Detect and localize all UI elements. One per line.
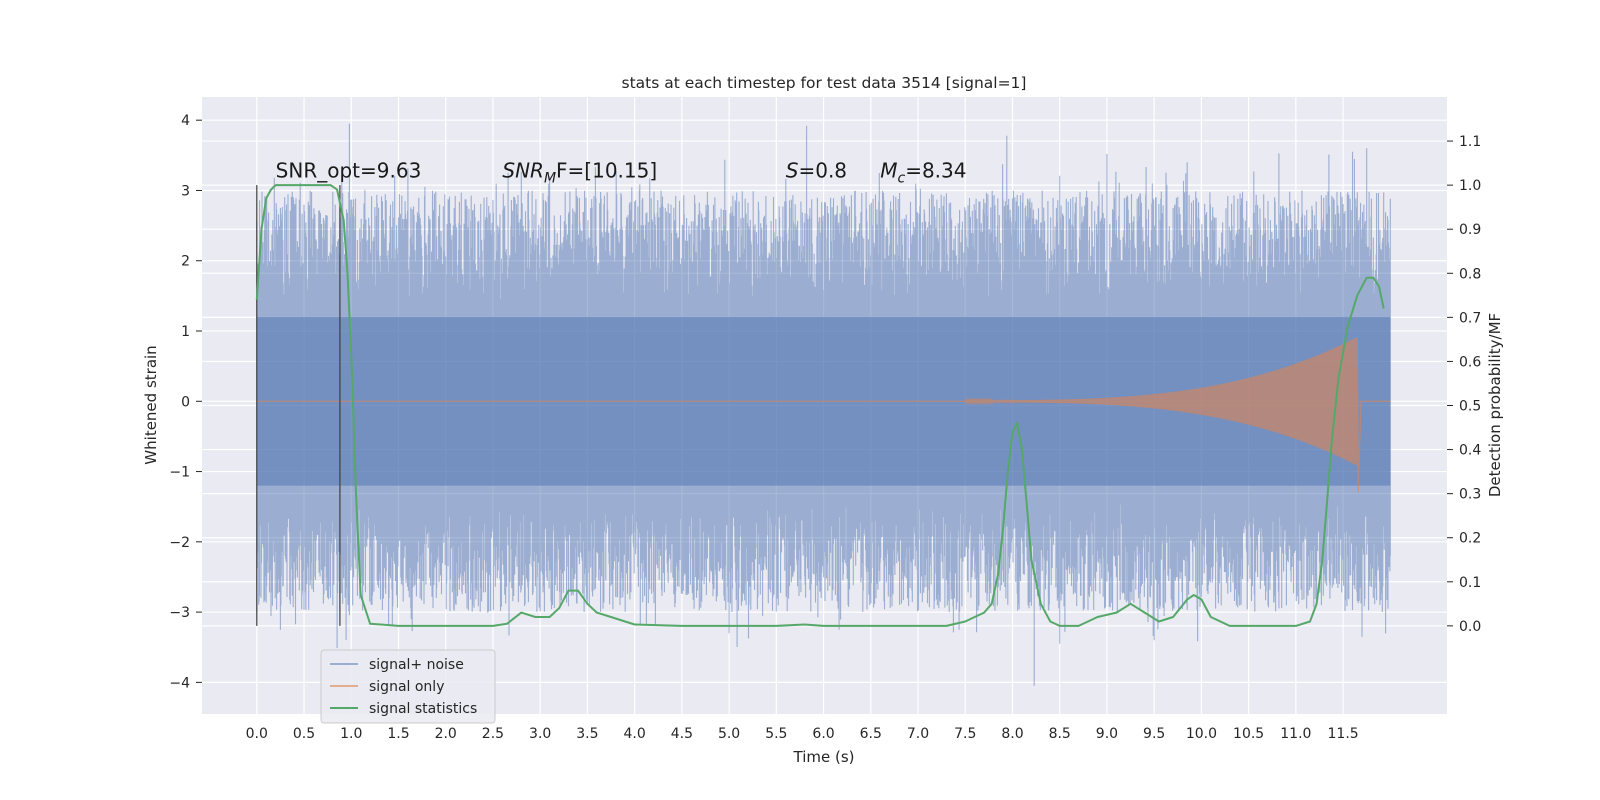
legend: signal+ noise signal only signal statist…: [320, 649, 496, 724]
x-tick-label: 0.5: [293, 726, 315, 742]
legend-label-stats: signal statistics: [369, 701, 477, 717]
y-tick-label: −3: [169, 605, 190, 621]
annotation-mc: Mc=8.34: [880, 158, 966, 186]
x-tick-label: 5.0: [718, 726, 740, 742]
y2-axis-label: Detection probability/MF: [1486, 313, 1504, 497]
signal-statistics-line: [255, 184, 1385, 627]
annotation-mc-value: =8.34: [905, 158, 966, 182]
y2-tick-label: 0.8: [1459, 266, 1481, 282]
legend-label-signal: signal only: [369, 679, 444, 695]
annotation-snr-mf: SNRMF=[10.15]: [502, 158, 657, 186]
vertical-markers: [256, 185, 341, 626]
y-tick-label: 0: [181, 394, 190, 410]
annotation-mc-base: M: [880, 158, 897, 182]
y2-tick-label: 0.0: [1459, 619, 1481, 635]
y2-axis-ticks: 0.0 0.1 0.2 0.3 0.4 0.5 0.6 0.7 0.8 0.9 1.0 1.1: [1447, 134, 1481, 635]
signal-only-trace: [256, 336, 1391, 493]
y-tick-label: −1: [169, 465, 190, 481]
signal-series: [256, 336, 1391, 493]
x-tick-label: 11.5: [1328, 726, 1359, 742]
y2-tick-label: 0.5: [1459, 399, 1481, 415]
x-axis-ticks: 0.0 0.5 1.0 1.5 2.0 2.5 3.0 3.5 4.0 4.5 5.0 5.5 6.0 6…: [246, 726, 1359, 742]
x-tick-label: 1.5: [387, 726, 409, 742]
y2-tick-label: 1.0: [1459, 178, 1481, 194]
y2-tick-label: 0.1: [1459, 575, 1481, 591]
y2-tick-label: 0.6: [1459, 354, 1481, 370]
x-tick-label: 7.0: [907, 726, 929, 742]
x-tick-label: 5.5: [765, 726, 787, 742]
y-tick-label: 4: [181, 113, 190, 129]
y-axis-label: Whitened strain: [142, 345, 160, 464]
annotation-mc-sub: c: [897, 170, 905, 186]
x-tick-label: 4.5: [671, 726, 693, 742]
x-tick-label: 8.5: [1049, 726, 1071, 742]
x-tick-label: 6.0: [812, 726, 834, 742]
y2-tick-label: 0.2: [1459, 531, 1481, 547]
chart-title: stats at each timestep for test data 351…: [622, 74, 1027, 92]
x-tick-label: 2.0: [435, 726, 457, 742]
y-tick-label: 1: [181, 324, 190, 340]
x-tick-label: 8.0: [1001, 726, 1023, 742]
x-tick-label: 3.0: [529, 726, 551, 742]
x-tick-label: 4.0: [623, 726, 645, 742]
y-tick-label: 3: [181, 183, 190, 199]
x-tick-label: 10.5: [1233, 726, 1264, 742]
x-tick-label: 3.5: [576, 726, 598, 742]
x-tick-label: 9.0: [1096, 726, 1118, 742]
x-tick-label: 7.5: [954, 726, 976, 742]
stats-series: [255, 184, 1385, 627]
x-tick-label: 2.5: [482, 726, 504, 742]
annotation-snr-mf-value: F=[10.15]: [556, 158, 657, 182]
annotation-s-value: =0.8: [798, 158, 847, 182]
y2-tick-label: 0.4: [1459, 443, 1481, 459]
annotation-s-base: S: [786, 158, 799, 182]
annotation-snr-mf-sub: M: [544, 170, 556, 186]
y-axis-ticks: −4 −3 −2 −1 0 1 2 3 4: [169, 113, 202, 691]
x-tick-label: 11.0: [1280, 726, 1311, 742]
x-tick-label: 1.0: [340, 726, 362, 742]
legend-box: [320, 649, 496, 724]
y-tick-label: −2: [169, 535, 190, 551]
y2-tick-label: 0.9: [1459, 222, 1481, 238]
x-tick-label: 6.5: [860, 726, 882, 742]
annotation-s: S=0.8: [786, 158, 847, 182]
x-tick-label: 0.0: [246, 726, 268, 742]
x-tick-label: 10.0: [1186, 726, 1217, 742]
y-tick-label: −4: [169, 675, 190, 691]
annotation-snr-mf-base: SNR: [502, 158, 544, 182]
y2-tick-label: 0.3: [1459, 487, 1481, 503]
x-tick-label: 9.5: [1143, 726, 1165, 742]
annotation-snr-opt: SNR_opt=9.63: [276, 158, 422, 182]
x-axis-label: Time (s): [793, 748, 855, 766]
y2-tick-label: 0.7: [1459, 310, 1481, 326]
legend-label-noise: signal+ noise: [369, 657, 464, 673]
y-tick-label: 2: [181, 254, 190, 270]
y2-tick-label: 1.1: [1459, 134, 1481, 150]
